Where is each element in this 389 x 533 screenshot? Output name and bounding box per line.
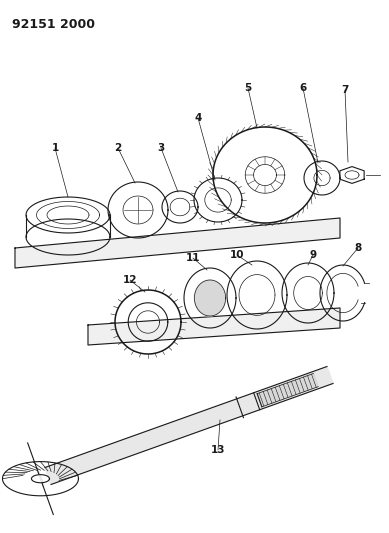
Text: 4: 4 [194,113,202,123]
Polygon shape [88,308,340,345]
Text: 11: 11 [186,253,200,263]
Polygon shape [257,374,318,407]
Text: 3: 3 [158,143,165,153]
Text: 5: 5 [244,83,252,93]
Polygon shape [15,218,340,268]
Text: 2: 2 [114,143,122,153]
Text: 92151 2000: 92151 2000 [12,18,95,31]
Text: 10: 10 [230,250,244,260]
Text: 6: 6 [300,83,307,93]
Text: 9: 9 [309,250,317,260]
Polygon shape [45,367,333,484]
Text: 13: 13 [211,445,225,455]
Polygon shape [37,467,44,487]
Text: 7: 7 [341,85,349,95]
Text: 12: 12 [123,275,137,285]
Text: 1: 1 [51,143,59,153]
Ellipse shape [194,280,226,316]
Text: 8: 8 [354,243,362,253]
